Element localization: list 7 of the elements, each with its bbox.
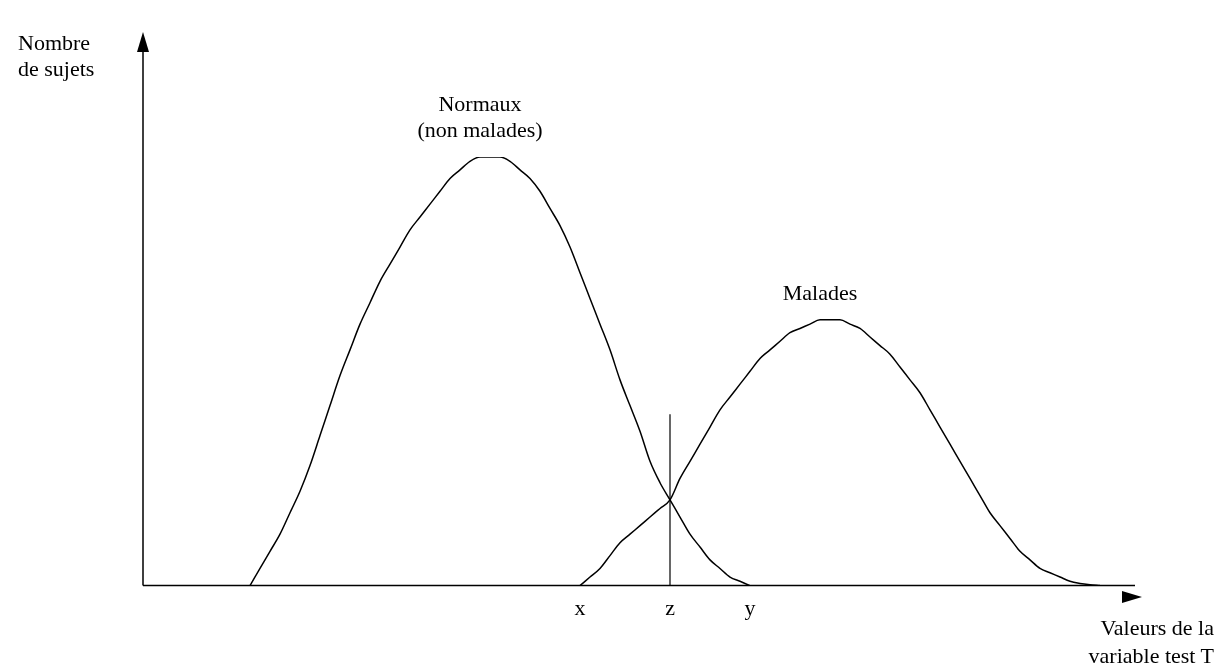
x-tick-label: x [574, 594, 586, 620]
y-axis-title: Nombre de sujets [18, 30, 95, 81]
series-label: Malades [782, 279, 858, 305]
x-tick-label: z [665, 594, 676, 620]
x-axis-title: Valeurs de la variable test T [1088, 615, 1215, 668]
series-label: Normaux (non malades) [417, 91, 543, 142]
x-tick-label: y [744, 594, 756, 620]
